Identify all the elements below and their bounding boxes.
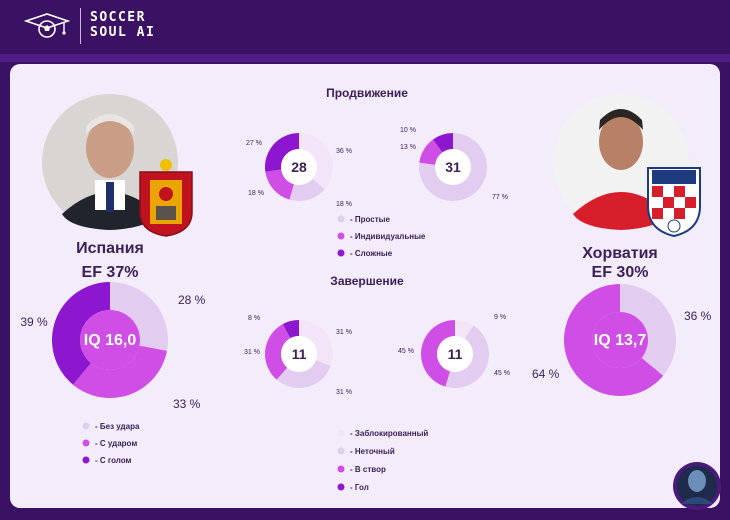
left-big-slice-0 [110,282,168,351]
leg-prog-swatch-0 [337,215,345,223]
right-team-ef: EF 30% [592,264,649,281]
prog-left-hole [281,149,317,185]
left-big-label-2: 39 % [20,315,48,329]
brand-line-1: SOCCER [90,10,146,25]
leg-prog-item-1: - Индивидуальные [350,232,426,241]
leg-fin-swatch-3 [337,483,345,491]
fin-left-slice-3 [282,319,299,339]
fin-right-label-1: 45 % [494,370,510,377]
prog-left-slice-1 [289,178,325,202]
right-team-name: Хорватия [582,245,658,262]
left-big-label-1: 33 % [173,397,201,411]
fin-right-center-value: 11 [448,346,463,362]
left-big-slice-2 [52,282,110,385]
left-big-hole [80,310,140,370]
prog-left-slice-0 [299,133,334,190]
donut-finish-left: 31 % 31 % 31 % 8 % 11 [244,315,352,396]
left-team-ef: EF 37% [82,264,139,281]
logo-separator [80,8,81,44]
prog-right-center-value: 31 [445,159,461,175]
fin-left-label-1: 31 % [336,389,352,396]
leg-prog-item-2: - Сложные [350,249,393,258]
header-stripe [0,54,730,62]
right-big-hole [592,312,648,368]
leg-fin-item-0: - Заблокированный [350,429,428,438]
section-title-finish: Завершение [330,274,404,288]
top-bar: SOCCER SOUL AI [0,0,730,54]
right-big-center-value: IQ 13,7 [594,332,647,349]
brand-line-2: SOUL AI [90,25,156,40]
section-title-progress: Продвижение [326,86,408,100]
donut-right-big: 36 % 64 % IQ 13,7 [532,284,712,396]
brand-name: SOCCER SOUL AI [90,10,155,40]
right-big-slice-1 [564,284,664,396]
prog-left-label-3: 27 % [246,140,262,147]
leg-fin-swatch-0 [337,429,345,437]
right-big-label-1: 64 % [532,367,560,381]
donut-progress-left: 36 % 18 % 18 % 27 % 28 [246,133,352,208]
leg-left-item-2: - С голом [95,456,132,465]
leg-fin-item-2: - В створ [350,465,386,474]
leg-left-item-0: - Без удара [95,422,140,431]
donut-left-big: 28 % 33 % 39 % IQ 16,0 [20,282,206,411]
prog-left-label-2: 18 % [248,190,264,197]
leg-prog-item-0: - Простые [350,215,391,224]
fin-left-label-3: 8 % [248,315,260,322]
prog-right-label-0: 77 % [492,194,508,201]
prog-right-label-2: 10 % [400,127,416,134]
fin-left-hole [281,336,317,372]
prog-left-label-1: 18 % [336,201,352,208]
spain-federation-crest-icon [139,159,193,237]
legend-progress: - Простые - Индивидуальные - Сложные [337,215,426,258]
leg-left-swatch-0 [82,422,90,430]
leg-left-swatch-1 [82,439,90,447]
legend-shots: - Без удара - С ударом - С голом [82,422,140,465]
prog-right-slice-1 [419,139,443,165]
donut-progress-right: 77 % 13 % 10 % 31 [400,127,508,201]
fin-right-slice-0 [455,320,474,339]
prog-left-center-value: 28 [291,159,307,175]
prog-right-slice-0 [418,133,487,201]
fin-left-label-2: 31 % [244,349,260,356]
leg-left-item-1: - С ударом [95,439,137,448]
fin-left-slice-1 [276,360,331,388]
fin-right-label-2: 45 % [398,348,414,355]
fin-left-slice-2 [265,324,291,380]
prog-right-label-1: 13 % [400,144,416,151]
right-big-label-0: 36 % [684,309,712,323]
ai-bot-avatar[interactable] [673,462,721,510]
leg-fin-swatch-1 [337,447,345,455]
leg-fin-item-3: - Гол [350,483,369,492]
left-team-name: Испания [76,240,144,257]
leg-fin-swatch-2 [337,465,345,473]
leg-prog-swatch-2 [337,249,345,257]
donut-finish-right: 9 % 45 % 45 % 11 [398,314,510,389]
graduation-ball-logo-icon [24,13,70,38]
left-big-center-value: IQ 16,0 [84,332,137,349]
fin-left-label-0: 31 % [336,329,352,336]
fin-right-label-0: 9 % [494,314,506,321]
prog-left-slice-2 [265,169,294,200]
left-big-slice-1 [73,345,167,398]
prog-right-hole [435,149,471,185]
fin-left-slice-0 [299,320,333,366]
croatia-federation-crest-icon [647,167,701,238]
prog-right-slice-2 [433,133,453,153]
fin-right-slice-2 [421,320,455,387]
leg-left-swatch-2 [82,456,90,464]
fin-right-slice-1 [445,325,490,389]
left-big-label-0: 28 % [178,293,206,307]
fin-right-hole [437,336,473,372]
prog-left-label-0: 36 % [336,148,352,155]
legend-finish: - Заблокированный - Неточный - В створ - Го… [337,429,428,492]
fin-left-center-value: 11 [292,346,307,362]
leg-fin-item-1: - Неточный [350,447,395,456]
right-big-slice-0 [620,284,677,376]
leg-prog-swatch-1 [337,232,345,240]
prog-left-slice-3 [264,133,299,172]
